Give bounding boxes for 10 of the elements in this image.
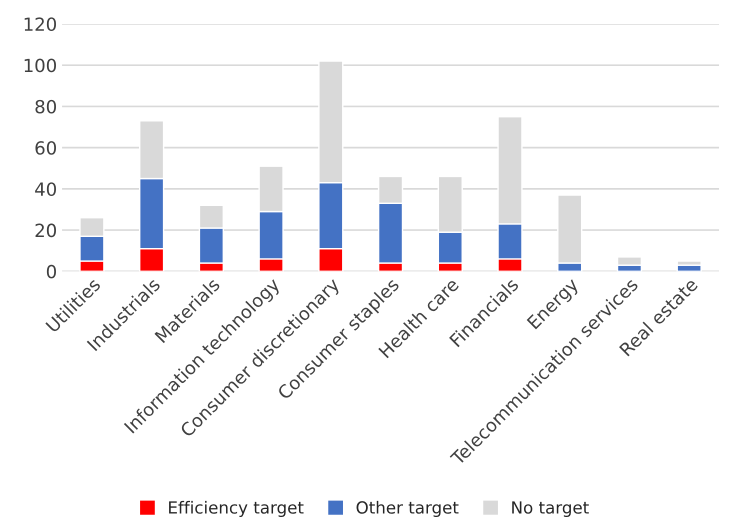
y-tick-label: 40 — [35, 182, 56, 196]
y-tick-label: 20 — [36, 224, 56, 238]
y-tick-label: 0 — [46, 264, 56, 278]
y-tick-label: 60 — [35, 141, 56, 155]
y-tick-label: 80 — [35, 100, 56, 114]
legend-label: No target — [512, 501, 589, 517]
legend-label: Efficiency target — [169, 500, 304, 517]
legend-label: Other target — [356, 500, 459, 517]
y-tick-label: 120 — [24, 17, 56, 32]
y-tick-label: 100 — [24, 58, 56, 72]
